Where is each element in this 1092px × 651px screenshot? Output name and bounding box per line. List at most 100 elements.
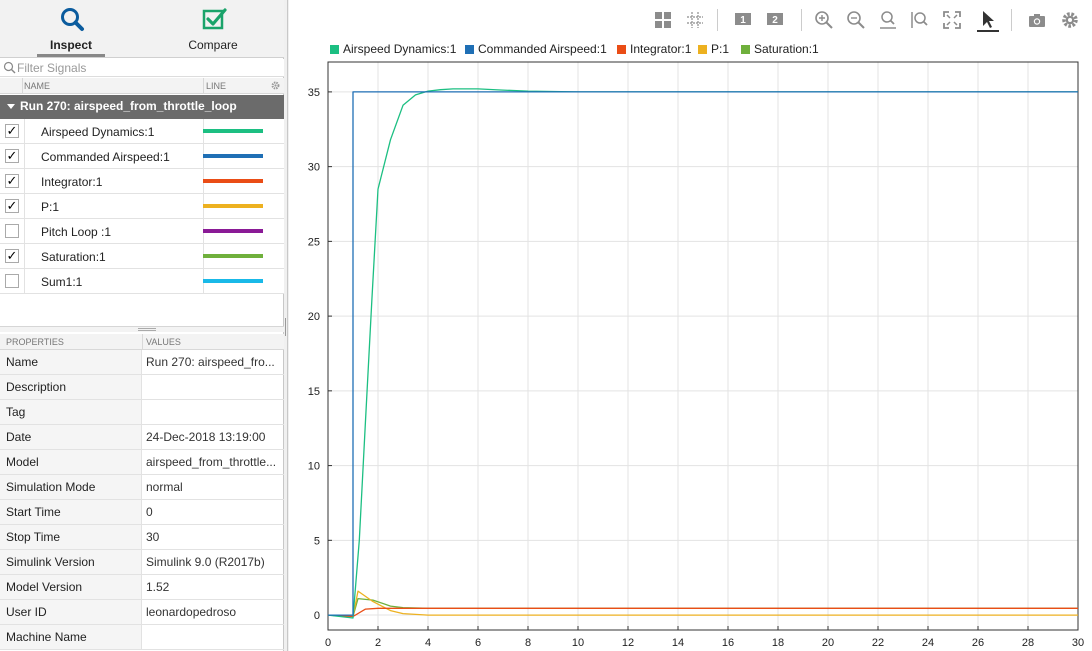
- line-style-swatch[interactable]: [203, 254, 263, 258]
- line-style-swatch[interactable]: [203, 179, 263, 183]
- signal-checkbox[interactable]: ✓: [5, 198, 19, 213]
- legend-item[interactable]: Commanded Airspeed:1: [465, 42, 607, 56]
- y-tick-label: 5: [314, 535, 320, 547]
- plot-area: 1 2: [289, 0, 1092, 651]
- y-tick-label: 10: [308, 461, 320, 473]
- filter-bar: [0, 59, 284, 77]
- cursor-button[interactable]: [977, 9, 999, 32]
- property-value[interactable]: airspeed_from_throttle...: [146, 455, 277, 469]
- subplot-2-button[interactable]: 2: [764, 9, 786, 31]
- y-tick-label: 30: [308, 162, 320, 174]
- property-value[interactable]: 1.52: [146, 580, 170, 594]
- x-tick-label: 18: [772, 637, 784, 649]
- legend-item[interactable]: Saturation:1: [741, 42, 819, 56]
- property-value[interactable]: [143, 400, 283, 424]
- property-value[interactable]: [143, 625, 283, 649]
- legend-item[interactable]: Integrator:1: [617, 42, 691, 56]
- x-tick-label: 24: [922, 637, 934, 649]
- signal-row[interactable]: ✓ P:1: [0, 194, 284, 219]
- signal-checkbox[interactable]: ✓: [5, 123, 19, 138]
- zoom-out-icon: [847, 11, 865, 29]
- toolbar-divider: [801, 9, 802, 31]
- subplot-grid-icon: [687, 12, 703, 28]
- property-value[interactable]: 0: [146, 505, 153, 519]
- x-tick-label: 10: [572, 637, 584, 649]
- subplot-1-label: 1: [740, 15, 746, 26]
- subplot-1-icon: 1: [735, 13, 751, 26]
- vertical-splitter[interactable]: [284, 0, 288, 651]
- signal-row[interactable]: Pitch Loop :1: [0, 219, 284, 244]
- layout-grid-icon: [655, 12, 671, 28]
- signal-checkbox[interactable]: [5, 224, 19, 238]
- legend-label: Commanded Airspeed:1: [478, 42, 607, 56]
- zoom-out-button[interactable]: [845, 9, 867, 31]
- line-style-swatch[interactable]: [203, 229, 263, 233]
- signal-row[interactable]: ✓ Saturation:1: [0, 244, 284, 269]
- property-value[interactable]: 30: [146, 530, 160, 544]
- property-row: Name Run 270: airspeed_fro...: [0, 350, 284, 375]
- property-row: Description: [0, 375, 284, 400]
- line-style-swatch[interactable]: [203, 204, 263, 208]
- y-tick-label: 20: [308, 311, 320, 323]
- toolbar-divider: [717, 9, 718, 31]
- property-value[interactable]: [143, 375, 283, 399]
- zoom-y-button[interactable]: [877, 9, 899, 31]
- signal-checkbox[interactable]: ✓: [5, 248, 19, 263]
- mode-tabs: Inspect Compare: [0, 0, 284, 58]
- x-tick-label: 22: [872, 637, 884, 649]
- signal-name: Commanded Airspeed:1: [41, 150, 170, 164]
- panel-splitter[interactable]: [0, 326, 284, 332]
- signal-checkbox[interactable]: [5, 274, 19, 288]
- legend-label: Airspeed Dynamics:1: [343, 42, 457, 56]
- fit-to-view-icon: [943, 11, 961, 29]
- legend-item[interactable]: P:1: [698, 42, 729, 56]
- legend-item[interactable]: Airspeed Dynamics:1: [330, 42, 456, 56]
- row-divider: [24, 119, 25, 144]
- signal-row[interactable]: ✓ Airspeed Dynamics:1: [0, 119, 284, 144]
- subplot-1-button[interactable]: 1: [732, 9, 754, 31]
- legend-label: Saturation:1: [754, 42, 819, 56]
- zoom-x-button[interactable]: [909, 9, 931, 31]
- series-line: [327, 590, 1078, 618]
- column-name-header: NAME: [24, 81, 51, 91]
- tab-compare[interactable]: Compare: [142, 0, 284, 58]
- legend-swatch: [617, 45, 626, 54]
- property-key: Start Time: [0, 500, 142, 524]
- signal-plot[interactable]: 0 2 4 6 8 10 12 14 16 18 20 22 24 26 28 300510152025303…: [289, 58, 1092, 651]
- fit-to-view-button[interactable]: [941, 9, 963, 31]
- property-value[interactable]: 24-Dec-2018 13:19:00: [146, 430, 266, 444]
- tab-inspect[interactable]: Inspect: [0, 0, 142, 58]
- collapse-triangle-icon[interactable]: [7, 104, 15, 109]
- splitter-grip[interactable]: [285, 318, 286, 336]
- signal-row[interactable]: ✓ Commanded Airspeed:1: [0, 144, 284, 169]
- subplot-2-icon: 2: [767, 13, 783, 26]
- property-value[interactable]: Run 270: airspeed_fro...: [146, 355, 275, 369]
- property-value[interactable]: Simulink 9.0 (R2017b): [146, 555, 265, 569]
- signal-name: Sum1:1: [41, 275, 83, 289]
- run-row[interactable]: Run 270: airspeed_from_throttle_loop: [0, 95, 284, 119]
- line-style-swatch[interactable]: [203, 129, 263, 133]
- property-value[interactable]: leonardopedroso: [146, 605, 237, 619]
- layout-grid-button[interactable]: [652, 9, 674, 31]
- row-divider: [24, 169, 25, 194]
- filter-signals-input[interactable]: [17, 60, 279, 75]
- row-divider: [24, 144, 25, 169]
- y-tick-label: 15: [308, 386, 320, 398]
- snapshot-button[interactable]: [1026, 9, 1048, 31]
- property-value[interactable]: normal: [146, 480, 183, 494]
- column-settings-icon[interactable]: [270, 80, 281, 91]
- x-tick-label: 2: [375, 637, 381, 649]
- zoom-in-button[interactable]: [813, 9, 835, 31]
- line-style-swatch[interactable]: [203, 154, 263, 158]
- signal-checkbox[interactable]: ✓: [5, 173, 19, 188]
- series-line: [327, 88, 1078, 619]
- property-key: Simulation Mode: [0, 475, 142, 499]
- splitter-grip[interactable]: [138, 328, 156, 331]
- signal-row[interactable]: ✓ Integrator:1: [0, 169, 284, 194]
- line-style-swatch[interactable]: [203, 279, 263, 283]
- signal-row[interactable]: Sum1:1: [0, 269, 284, 294]
- property-key: Name: [0, 350, 142, 374]
- settings-button[interactable]: [1059, 9, 1081, 31]
- subplot-grid-button[interactable]: [684, 9, 706, 31]
- signal-checkbox[interactable]: ✓: [5, 148, 19, 163]
